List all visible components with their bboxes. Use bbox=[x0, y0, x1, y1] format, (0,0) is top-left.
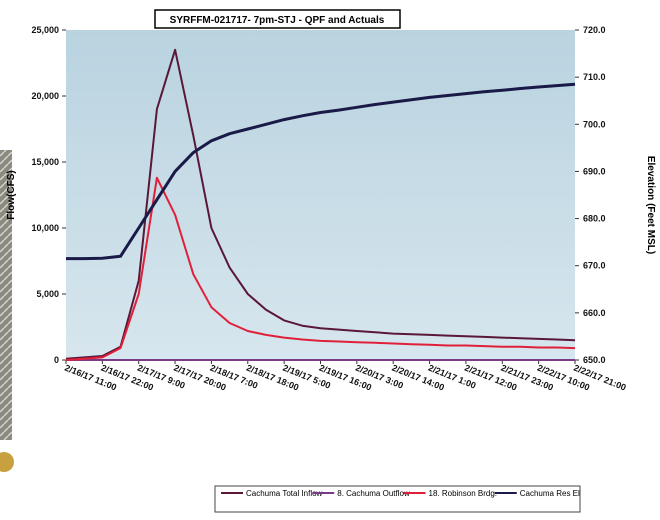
legend-label: Cachuma Total Inflow bbox=[246, 489, 323, 498]
y2-tick-label: 720.0 bbox=[583, 25, 606, 35]
plot-area bbox=[66, 30, 575, 360]
y2-tick-label: 710.0 bbox=[583, 72, 606, 82]
y-axis-label: Flow(CFS) bbox=[6, 170, 17, 219]
y2-tick-label: 680.0 bbox=[583, 214, 606, 224]
y2-tick-label: 660.0 bbox=[583, 308, 606, 318]
y-tick-label: 10,000 bbox=[31, 223, 59, 233]
title-box bbox=[154, 9, 401, 29]
legend bbox=[214, 485, 581, 513]
chart-title: SYRFFM-021717- 7pm-STJ - QPF and Actuals bbox=[170, 15, 385, 26]
series-line bbox=[65, 176, 576, 361]
y-tick-label: 20,000 bbox=[31, 91, 59, 101]
y-tick-label: 0 bbox=[54, 355, 59, 365]
map-fragment bbox=[0, 150, 12, 440]
y-tick-label: 25,000 bbox=[31, 25, 59, 35]
series-line bbox=[66, 82, 576, 261]
y2-axis-label: Elevation (Feet MSL) bbox=[645, 156, 656, 254]
legend-label: 18. Robinson Brdg. bbox=[429, 489, 498, 498]
y2-tick-label: 690.0 bbox=[583, 166, 606, 176]
y2-tick-label: 650.0 bbox=[583, 355, 606, 365]
legend-label: Cachuma Res El bbox=[520, 489, 580, 498]
legend-label: 8. Cachuma Outflow bbox=[337, 489, 410, 498]
y2-tick-label: 670.0 bbox=[583, 261, 606, 271]
y-tick-label: 5,000 bbox=[36, 289, 59, 299]
seal-fragment bbox=[0, 452, 14, 472]
series-line bbox=[65, 48, 576, 360]
y-tick-label: 15,000 bbox=[31, 157, 59, 167]
y2-tick-label: 700.0 bbox=[583, 119, 606, 129]
